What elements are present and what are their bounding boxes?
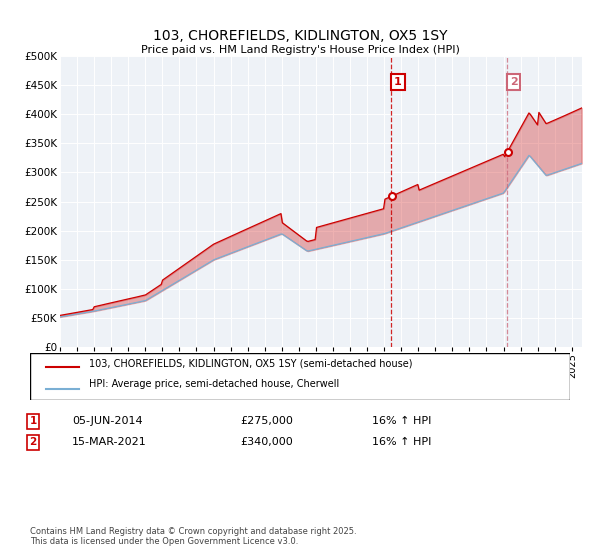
Text: 16% ↑ HPI: 16% ↑ HPI [372,416,431,426]
Text: 1: 1 [29,416,37,426]
Text: 103, CHOREFIELDS, KIDLINGTON, OX5 1SY: 103, CHOREFIELDS, KIDLINGTON, OX5 1SY [153,29,447,44]
Text: Price paid vs. HM Land Registry's House Price Index (HPI): Price paid vs. HM Land Registry's House … [140,45,460,55]
Text: 15-MAR-2021: 15-MAR-2021 [72,437,147,447]
Text: HPI: Average price, semi-detached house, Cherwell: HPI: Average price, semi-detached house,… [89,380,340,389]
Text: 103, CHOREFIELDS, KIDLINGTON, OX5 1SY (semi-detached house): 103, CHOREFIELDS, KIDLINGTON, OX5 1SY (s… [89,358,413,368]
Text: £275,000: £275,000 [240,416,293,426]
Text: £340,000: £340,000 [240,437,293,447]
Text: 2: 2 [29,437,37,447]
Text: 05-JUN-2014: 05-JUN-2014 [72,416,143,426]
Text: 1: 1 [394,77,402,87]
FancyBboxPatch shape [30,353,570,400]
Text: 16% ↑ HPI: 16% ↑ HPI [372,437,431,447]
Text: Contains HM Land Registry data © Crown copyright and database right 2025.
This d: Contains HM Land Registry data © Crown c… [30,526,356,546]
Text: 2: 2 [509,77,517,87]
